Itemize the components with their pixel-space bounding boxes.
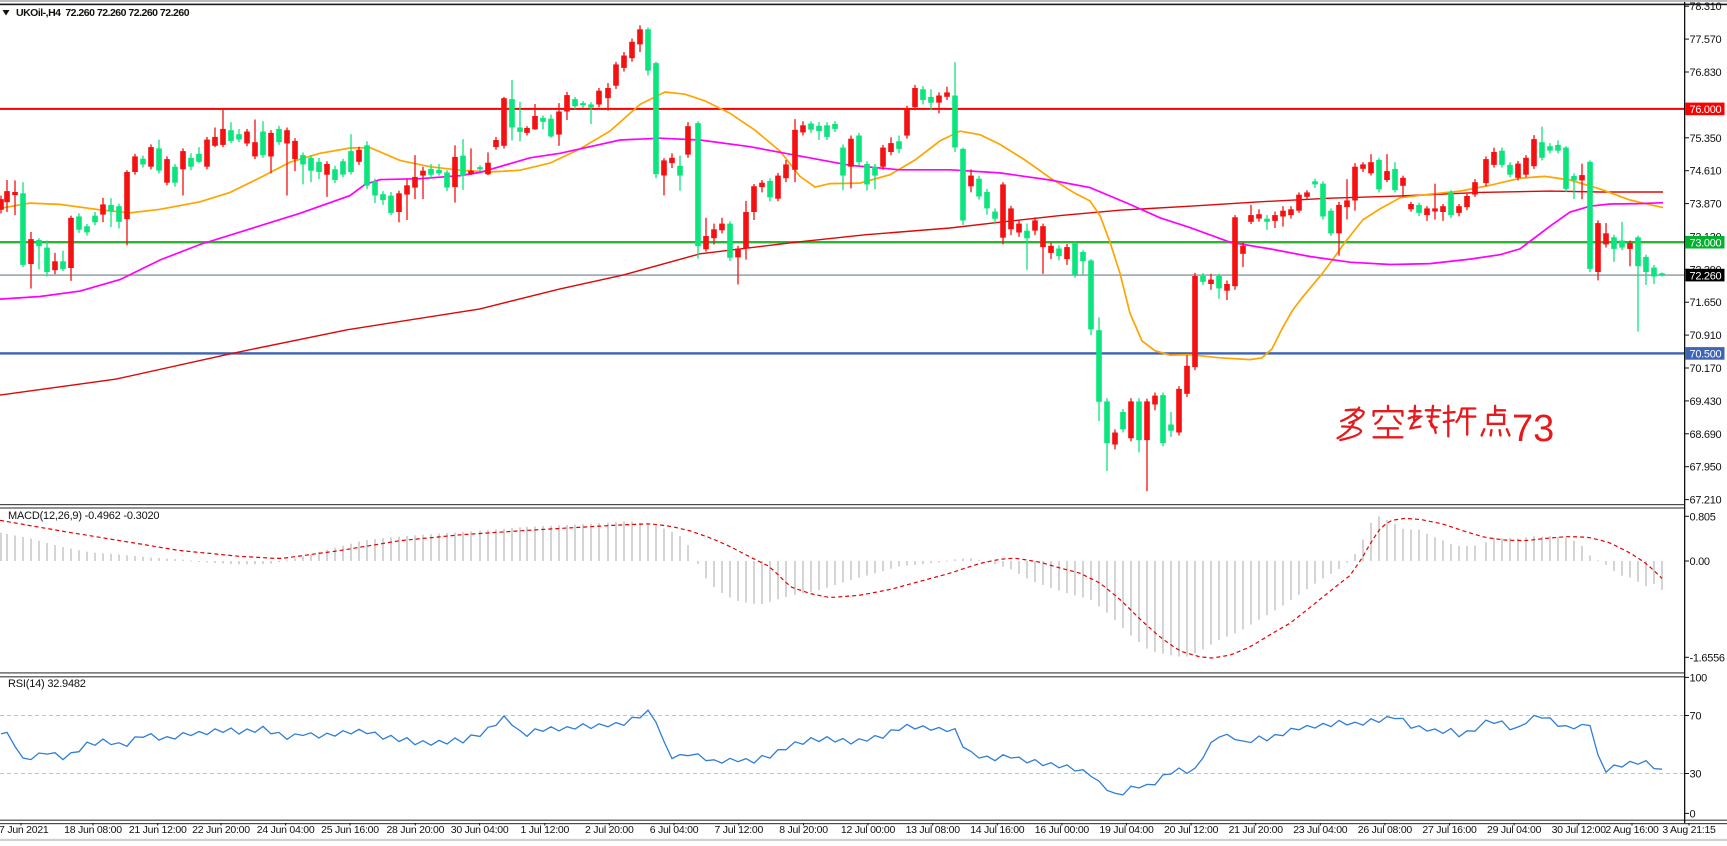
svg-text:2 Jul 20:00: 2 Jul 20:00 [585,824,634,836]
svg-text:MACD(12,26,9) -0.4962 -0.3020: MACD(12,26,9) -0.4962 -0.3020 [8,510,159,522]
svg-text:6 Jul 04:00: 6 Jul 04:00 [650,824,699,836]
svg-text:16 Jul 00:00: 16 Jul 00:00 [1035,824,1090,836]
svg-text:76.000: 76.000 [1690,104,1722,116]
svg-text:73: 73 [1512,408,1554,450]
svg-text:74.610: 74.610 [1690,166,1722,178]
svg-text:100: 100 [1690,672,1708,684]
svg-text:76.830: 76.830 [1690,67,1722,79]
svg-text:13 Jul 08:00: 13 Jul 08:00 [906,824,961,836]
svg-text:UKOil-,H4 72.260 72.260 72.26: UKOil-,H4 72.260 72.260 72.260 72.260 [16,7,190,19]
svg-text:78.310: 78.310 [1690,1,1722,13]
svg-text:68.690: 68.690 [1690,429,1722,441]
svg-text:25 Jun 16:00: 25 Jun 16:00 [321,824,379,836]
svg-text:2 Aug 16:00: 2 Aug 16:00 [1605,824,1659,836]
svg-text:23 Jul 04:00: 23 Jul 04:00 [1293,824,1348,836]
svg-text:21 Jun 12:00: 21 Jun 12:00 [129,824,187,836]
svg-text:71.650: 71.650 [1690,297,1722,309]
svg-text:21 Jul 20:00: 21 Jul 20:00 [1229,824,1284,836]
svg-text:3 Aug 21:15: 3 Aug 21:15 [1662,824,1716,836]
svg-text:0: 0 [1690,808,1696,820]
svg-text:30 Jun 04:00: 30 Jun 04:00 [451,824,509,836]
svg-text:77.570: 77.570 [1690,34,1722,46]
svg-text:24 Jun 04:00: 24 Jun 04:00 [257,824,315,836]
svg-text:73.000: 73.000 [1690,237,1722,249]
svg-text:67.210: 67.210 [1690,495,1722,507]
svg-text:12 Jul 00:00: 12 Jul 00:00 [841,824,896,836]
svg-text:0.00: 0.00 [1690,556,1710,568]
svg-text:17 Jun 2021: 17 Jun 2021 [0,824,49,836]
svg-text:0.805: 0.805 [1690,511,1716,523]
svg-text:70: 70 [1690,711,1702,723]
svg-text:18 Jun 08:00: 18 Jun 08:00 [64,824,122,836]
svg-text:29 Jul 04:00: 29 Jul 04:00 [1487,824,1542,836]
svg-text:70.910: 70.910 [1690,330,1722,342]
svg-text:75.350: 75.350 [1690,133,1722,145]
svg-text:72.260: 72.260 [1690,270,1722,282]
svg-text:26 Jul 08:00: 26 Jul 08:00 [1358,824,1413,836]
svg-text:22 Jun 20:00: 22 Jun 20:00 [192,824,250,836]
svg-text:27 Jul 16:00: 27 Jul 16:00 [1422,824,1477,836]
svg-text:7 Jul 12:00: 7 Jul 12:00 [714,824,763,836]
svg-text:8 Jul 20:00: 8 Jul 20:00 [779,824,828,836]
svg-text:73.870: 73.870 [1690,199,1722,211]
svg-text:69.430: 69.430 [1690,396,1722,408]
svg-text:RSI(14) 32.9482: RSI(14) 32.9482 [8,678,86,690]
svg-text:67.950: 67.950 [1690,462,1722,474]
svg-text:28 Jun 20:00: 28 Jun 20:00 [386,824,444,836]
svg-text:19 Jul 04:00: 19 Jul 04:00 [1099,824,1154,836]
svg-text:70.500: 70.500 [1690,349,1722,361]
svg-text:30 Jul 12:00: 30 Jul 12:00 [1552,824,1607,836]
svg-text:20 Jul 12:00: 20 Jul 12:00 [1164,824,1219,836]
svg-text:1 Jul 12:00: 1 Jul 12:00 [520,824,569,836]
svg-text:14 Jul 16:00: 14 Jul 16:00 [970,824,1025,836]
svg-text:-1.6556: -1.6556 [1690,652,1725,664]
svg-text:30: 30 [1690,769,1702,781]
svg-text:70.170: 70.170 [1690,363,1722,375]
